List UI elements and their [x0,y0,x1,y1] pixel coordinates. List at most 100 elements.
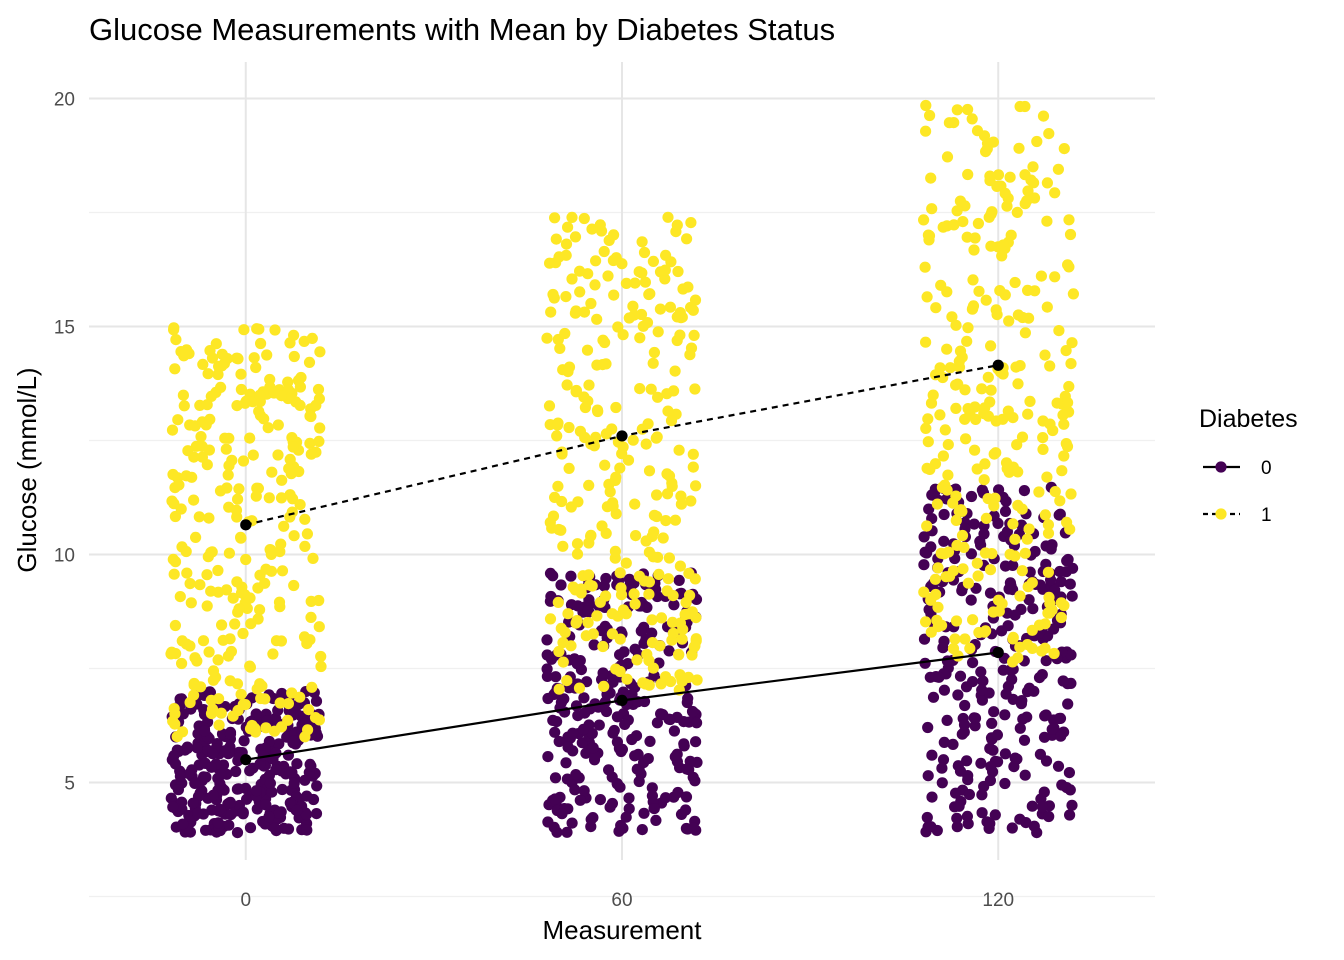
data-point-series-1 [941,484,953,496]
mean-point-series-0 [240,754,252,766]
data-point-series-1 [1014,100,1026,113]
data-point-series-0 [984,587,997,599]
data-point-series-1 [999,187,1011,199]
data-point-series-1 [591,610,603,622]
data-point-series-1 [273,596,286,608]
data-point-series-1 [1042,566,1054,578]
data-point-series-1 [647,551,659,563]
data-point-series-1 [677,623,689,636]
data-point-series-1 [586,580,598,592]
legend-key-point [1215,461,1227,473]
data-point-series-1 [552,596,564,609]
data-point-series-1 [922,413,934,425]
data-point-series-1 [630,530,642,542]
data-point-series-1 [991,309,1003,321]
data-point-series-1 [254,389,266,401]
data-point-series-0 [987,744,999,756]
x-tick-label: 120 [982,890,1014,911]
data-point-series-1 [250,361,262,374]
data-point-series-1 [204,413,216,425]
data-point-series-1 [285,468,297,480]
data-point-series-0 [547,570,559,582]
data-point-series-1 [216,348,228,360]
data-point-series-1 [245,618,257,630]
data-point-series-0 [1039,710,1051,722]
data-point-series-1 [260,563,272,575]
data-point-series-1 [920,422,932,434]
data-point-series-0 [941,655,954,667]
data-point-series-1 [173,479,185,491]
data-point-series-1 [565,640,577,652]
data-point-series-0 [549,772,562,784]
data-point-series-1 [549,212,561,224]
data-point-series-0 [578,692,590,704]
data-point-series-1 [551,419,564,431]
data-point-series-0 [603,764,615,776]
data-point-series-0 [1000,495,1012,507]
data-point-series-1 [629,598,641,610]
data-point-series-0 [951,821,963,833]
data-point-series-0 [999,709,1011,721]
data-point-series-1 [585,530,597,542]
data-point-series-1 [985,384,997,396]
data-point-series-1 [286,687,298,699]
data-point-series-1 [930,302,942,314]
data-point-series-0 [542,816,554,828]
data-point-series-1 [1031,135,1043,148]
data-point-series-1 [673,444,685,456]
data-point-series-0 [598,580,610,592]
data-point-series-1 [667,627,679,639]
data-point-series-1 [663,552,676,564]
data-point-series-1 [984,564,997,576]
data-point-series-0 [231,827,244,839]
data-point-series-0 [304,758,316,771]
data-point-series-1 [301,528,313,540]
data-point-series-1 [572,496,584,508]
data-point-series-1 [1026,642,1038,655]
data-point-series-1 [276,474,288,486]
data-point-series-1 [1044,360,1056,372]
data-point-series-1 [201,600,213,612]
data-point-series-1 [968,244,980,256]
data-point-series-1 [677,283,689,295]
data-point-series-1 [685,495,697,507]
data-point-series-0 [613,825,625,837]
data-point-series-0 [668,725,681,737]
data-point-series-1 [935,547,947,559]
data-point-series-1 [197,358,209,370]
data-point-series-0 [550,671,562,683]
data-point-series-1 [1021,533,1033,545]
data-point-series-1 [566,273,578,285]
data-point-series-1 [1007,518,1019,530]
data-point-series-1 [227,592,239,604]
data-point-series-1 [620,608,632,620]
data-point-series-0 [1066,590,1078,602]
data-point-series-0 [167,801,179,813]
data-point-series-1 [627,434,639,446]
data-point-series-1 [569,584,582,596]
data-point-series-1 [188,679,200,691]
data-point-series-1 [1048,647,1060,660]
data-point-series-1 [638,246,651,259]
data-point-series-1 [212,564,224,577]
data-point-series-1 [589,279,601,291]
data-point-series-0 [541,649,553,661]
data-point-series-0 [282,823,295,835]
data-point-series-1 [168,703,180,715]
data-point-series-1 [583,379,595,391]
data-point-series-0 [1038,731,1051,743]
data-point-series-0 [620,811,632,823]
data-point-series-1 [544,613,557,625]
data-point-series-1 [1004,171,1016,183]
y-axis-ticks: 5 10 15 20 [54,89,75,794]
data-point-series-0 [678,716,690,728]
data-point-series-0 [556,808,568,820]
data-point-series-1 [941,151,954,163]
data-point-series-1 [966,113,978,125]
data-point-series-1 [688,329,700,341]
data-point-series-1 [1012,378,1024,390]
data-point-series-1 [659,273,671,285]
legend-key-point [1215,508,1227,520]
data-point-series-0 [1009,609,1021,621]
data-point-series-0 [682,692,694,705]
